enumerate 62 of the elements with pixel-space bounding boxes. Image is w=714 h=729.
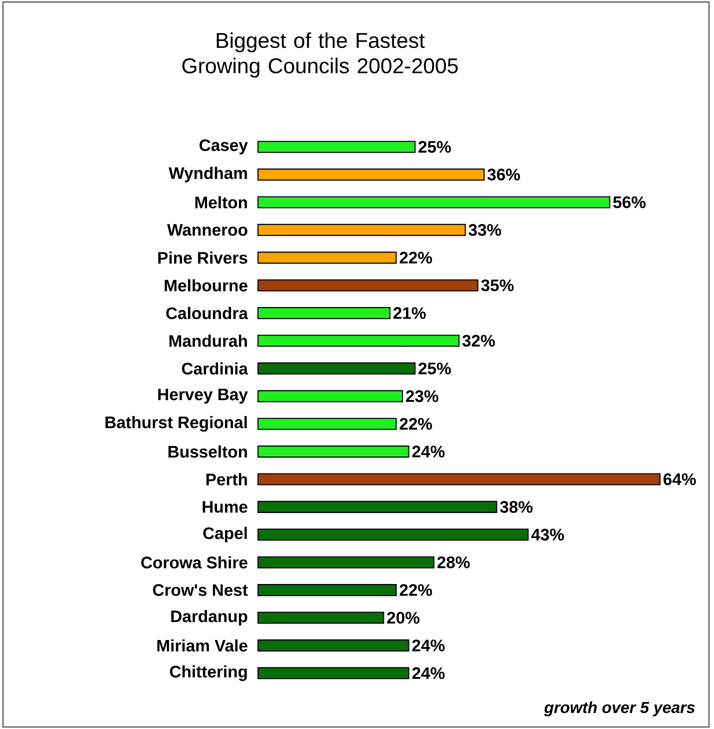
bar xyxy=(257,390,403,402)
data-label: 22% xyxy=(400,252,432,264)
y-tick-label: Perth xyxy=(206,473,247,486)
data-label: 38% xyxy=(500,501,533,513)
bar xyxy=(257,362,416,374)
data-label: 22% xyxy=(400,584,432,596)
bar xyxy=(257,307,390,320)
y-tick-label: Cardinia xyxy=(182,362,248,375)
bar xyxy=(257,168,485,181)
bar xyxy=(257,584,397,596)
bar xyxy=(257,667,410,680)
bar xyxy=(257,556,434,568)
bar xyxy=(257,252,397,264)
data-label: 43% xyxy=(531,528,564,541)
y-tick-label: Dardanup xyxy=(171,610,248,626)
text: growth over 5 years xyxy=(544,701,695,716)
bar xyxy=(257,196,610,208)
bar xyxy=(257,279,478,292)
y-tick-label: Capel xyxy=(203,526,247,542)
y-tick-label: Melton xyxy=(195,196,247,208)
data-label: 32% xyxy=(462,334,495,347)
data-label: 24% xyxy=(412,446,445,458)
bar xyxy=(257,446,410,458)
data-label: 24% xyxy=(412,640,445,652)
data-label: 20% xyxy=(387,612,420,624)
y-tick-label: Crow's Nest xyxy=(152,584,248,596)
data-label: 25% xyxy=(418,140,451,153)
data-label: 64% xyxy=(664,473,696,486)
y-tick-label: Pine Rivers xyxy=(158,252,248,264)
data-label: 36% xyxy=(487,168,520,180)
y-tick-label: Melbourne xyxy=(164,279,248,292)
data-label: 24% xyxy=(412,667,445,680)
y-tick-label: Mandurah xyxy=(169,334,247,347)
data-label: 28% xyxy=(437,556,470,568)
data-label: 56% xyxy=(613,196,646,208)
bar xyxy=(257,500,498,513)
data-label: 33% xyxy=(468,224,502,236)
y-tick-label: Wyndham xyxy=(168,166,247,182)
y-tick-label: Busselton xyxy=(168,445,247,458)
bar xyxy=(257,473,661,486)
data-label: 25% xyxy=(418,362,451,374)
y-tick-label: Casey xyxy=(200,139,248,154)
y-tick-label: Miriam Vale xyxy=(157,639,248,652)
bar xyxy=(257,639,410,652)
chart-title: Biggest of the Fastest Growing Councils 2002-2005 xyxy=(182,32,458,78)
y-tick-label: Hervey Bay xyxy=(158,388,248,404)
y-tick-label: Chittering xyxy=(170,665,247,681)
data-label: 23% xyxy=(406,390,438,402)
y-tick-label: Hume xyxy=(202,501,248,513)
bar xyxy=(257,612,384,624)
y-tick-label: Bathurst Regional xyxy=(106,416,247,432)
bar xyxy=(257,140,416,153)
y-tick-label: Caloundra xyxy=(166,306,248,320)
y-tick-label: Corowa Shire xyxy=(141,556,248,568)
data-label: 21% xyxy=(393,307,426,319)
bar xyxy=(257,334,460,347)
y-tick-label: Wanneroo xyxy=(167,224,248,236)
data-label: 35% xyxy=(481,279,514,292)
data-label: 22% xyxy=(400,418,432,430)
bar xyxy=(257,224,466,236)
bar xyxy=(257,528,529,541)
bar xyxy=(257,418,397,430)
